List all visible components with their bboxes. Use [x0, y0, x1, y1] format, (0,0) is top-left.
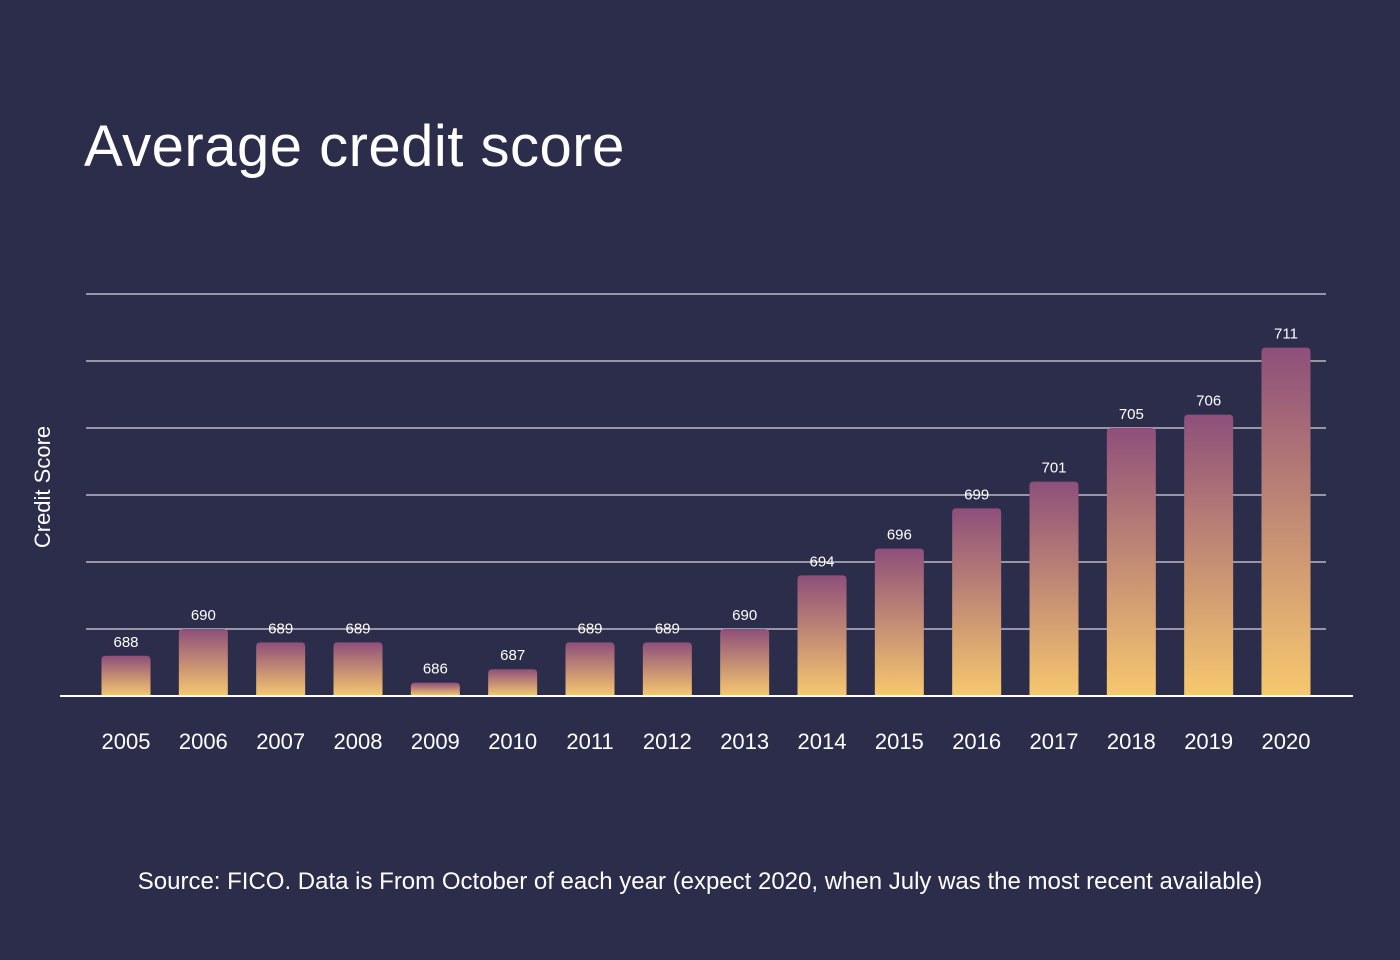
tick-label-2017: 2017 — [1030, 729, 1079, 754]
tick-label-2008: 2008 — [334, 729, 383, 754]
tick-label-2018: 2018 — [1107, 729, 1156, 754]
tick-label-2016: 2016 — [952, 729, 1001, 754]
bars — [101, 347, 1311, 696]
x-tick-labels: 2005 2006 2007 2008 2009 2010 2011 2012 2013 2014… — [102, 729, 1311, 754]
bar-2006 — [178, 629, 228, 696]
value-label-2019: 706 — [1196, 393, 1221, 410]
tick-label-2006: 2006 — [179, 729, 228, 754]
bar-2016 — [952, 508, 1002, 696]
tick-label-2011: 2011 — [566, 729, 613, 754]
bar-2008 — [333, 642, 383, 696]
value-label-2016: 699 — [964, 486, 989, 503]
value-label-2009: 686 — [423, 661, 448, 678]
gridlines — [86, 293, 1326, 630]
tick-label-2009: 2009 — [411, 729, 460, 754]
tick-label-2019: 2019 — [1184, 729, 1233, 754]
tick-label-2010: 2010 — [488, 729, 537, 754]
chart-title: Average credit score — [84, 114, 625, 179]
value-label-2013: 690 — [732, 607, 757, 624]
bar-2009 — [410, 682, 460, 696]
value-label-2014: 694 — [809, 553, 834, 570]
tick-label-2005: 2005 — [102, 729, 151, 754]
bar-2017 — [1029, 481, 1079, 696]
tick-label-2015: 2015 — [875, 729, 924, 754]
bar-2015 — [874, 548, 924, 696]
value-label-2007: 689 — [268, 620, 293, 637]
tick-label-2007: 2007 — [256, 729, 305, 754]
tick-label-2014: 2014 — [798, 729, 847, 754]
bar-2011 — [565, 642, 615, 696]
value-label-2017: 701 — [1041, 460, 1066, 477]
value-label-2020: 711 — [1274, 326, 1298, 343]
value-label-2008: 689 — [345, 620, 370, 637]
bar-2020 — [1261, 347, 1311, 696]
bar-2010 — [488, 669, 538, 696]
source-note: Source: FICO. Data is From October of ea… — [137, 868, 1263, 895]
tick-label-2012: 2012 — [643, 729, 692, 754]
bar-2005 — [101, 655, 151, 696]
bar-2018 — [1106, 428, 1156, 696]
tick-label-2013: 2013 — [720, 729, 769, 754]
value-label-2006: 690 — [191, 607, 216, 624]
bar-2019 — [1184, 414, 1234, 696]
value-label-2018: 705 — [1119, 406, 1144, 423]
value-labels: 688 690 689 689 686 687 689 689 690 694 696 699 701 7… — [113, 326, 1297, 678]
value-label-2015: 696 — [887, 527, 912, 544]
value-label-2005: 688 — [113, 634, 138, 651]
value-label-2011: 689 — [577, 620, 602, 637]
bar-2013 — [720, 629, 770, 696]
value-label-2012: 689 — [655, 620, 680, 637]
y-axis-label: Credit Score — [30, 426, 55, 548]
bar-2014 — [797, 575, 847, 696]
bar-2007 — [256, 642, 306, 696]
value-label-2010: 687 — [500, 647, 525, 664]
bar-2012 — [642, 642, 692, 696]
tick-label-2020: 2020 — [1262, 729, 1311, 754]
